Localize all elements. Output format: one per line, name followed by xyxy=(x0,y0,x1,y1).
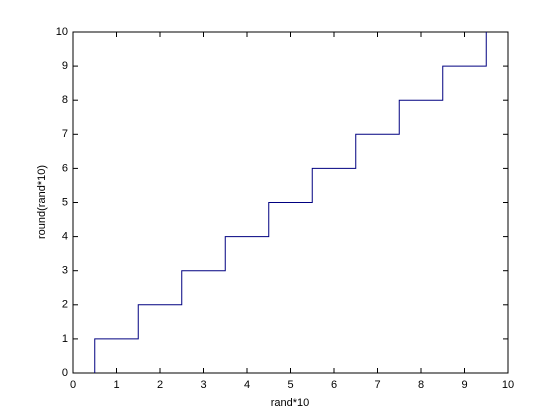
y-tick-label: 10 xyxy=(56,26,68,38)
x-tick-label: 10 xyxy=(502,379,514,391)
y-tick-label: 9 xyxy=(62,60,68,72)
x-tick-label: 6 xyxy=(331,379,337,391)
x-axis-label: rand*10 xyxy=(271,397,310,409)
x-tick-label: 3 xyxy=(200,379,206,391)
x-tick-label: 8 xyxy=(418,379,424,391)
y-tick-label: 4 xyxy=(62,231,68,243)
y-tick-label: 0 xyxy=(62,367,68,379)
y-tick-label: 5 xyxy=(62,196,68,208)
x-tick-label: 0 xyxy=(70,379,76,391)
x-tick-label: 7 xyxy=(374,379,380,391)
x-tick-label: 5 xyxy=(287,379,293,391)
y-tick-label: 8 xyxy=(62,94,68,106)
x-tick-label: 4 xyxy=(244,379,250,391)
x-tick-label: 1 xyxy=(113,379,119,391)
y-tick-label: 3 xyxy=(62,265,68,277)
y-tick-label: 7 xyxy=(62,128,68,140)
x-tick-label: 2 xyxy=(157,379,163,391)
data-line xyxy=(94,32,487,373)
y-axis-label: round(rand*10) xyxy=(36,165,48,239)
y-tick-label: 1 xyxy=(62,333,68,345)
x-tick-label: 9 xyxy=(461,379,467,391)
y-tick-label: 6 xyxy=(62,162,68,174)
y-tick-label: 2 xyxy=(62,299,68,311)
